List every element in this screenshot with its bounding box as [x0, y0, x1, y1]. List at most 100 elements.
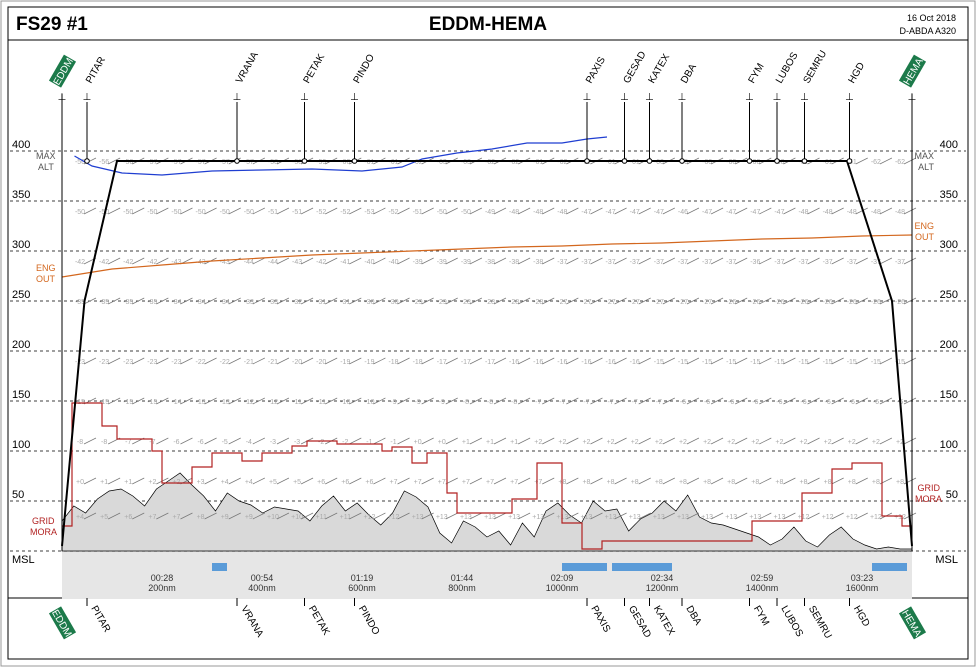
wind-barb [325, 207, 338, 215]
waypoint-dot [234, 158, 240, 164]
wind-barb [566, 397, 579, 405]
temperature-value: -30 [364, 299, 374, 306]
wind-barb [397, 397, 410, 405]
wind-barb [542, 357, 555, 365]
wind-barb [735, 357, 748, 365]
temperature-value: -26 [823, 299, 833, 306]
temperature-value: -47 [606, 209, 616, 216]
wind-barb [204, 437, 217, 445]
wind-barb [132, 512, 145, 520]
waypoint-glyph: ⊥ [83, 92, 92, 103]
temperature-value: +2 [896, 439, 904, 446]
dist-tick: 1200nm [646, 583, 679, 593]
temperature-value: -37 [581, 259, 591, 266]
temperature-value: -34 [196, 299, 206, 306]
temperature-value: -17 [437, 359, 447, 366]
wind-barb [204, 397, 217, 405]
temperature-value: +13 [484, 514, 496, 521]
wind-barb [903, 357, 917, 365]
wind-barb [469, 477, 483, 485]
temperature-value: -60 [726, 159, 736, 166]
temperature-value: -62 [485, 159, 495, 166]
temperature-value: -17 [461, 359, 471, 366]
temperature-value: -57 [244, 159, 254, 166]
temperature-value: -12 [268, 399, 278, 406]
temperature-value: +13 [701, 514, 713, 521]
wind-barb [325, 512, 338, 520]
temperature-value: -27 [606, 299, 616, 306]
waypoint-glyph: ⊥ [350, 92, 359, 103]
temperature-value: +13 [605, 514, 617, 521]
wind-barb [445, 257, 458, 265]
wind-barb [204, 477, 217, 485]
wind-barb [879, 357, 893, 365]
endpoint-badge [48, 606, 77, 640]
temperature-value: -49 [485, 209, 495, 216]
wind-barb [469, 297, 483, 305]
wind-barb [373, 207, 386, 215]
temperature-value: +8 [582, 479, 590, 486]
waypoint-dot [84, 158, 90, 164]
fl-tick-left: 200 [12, 339, 30, 351]
waypoint-dot [646, 158, 653, 164]
waypoint-dot [621, 158, 628, 164]
wind-barb [421, 297, 434, 305]
temperature-value: -37 [798, 259, 808, 266]
temperature-value: +0 [438, 439, 446, 446]
wind-barb [228, 207, 241, 215]
wind-barb [132, 397, 145, 405]
wind-barb [180, 357, 193, 365]
wind-barb [855, 207, 868, 215]
wind-barb [735, 207, 748, 215]
wind-barb [252, 357, 265, 365]
wind-barb [421, 397, 434, 405]
wind-barb [759, 397, 772, 405]
waypoint-dot [801, 158, 808, 164]
temperature-value: -42 [316, 259, 326, 266]
sea-segment [562, 563, 607, 571]
temperature-value: +7 [148, 514, 156, 521]
temperature-value: +2 [872, 439, 880, 446]
wind-barb [252, 437, 265, 445]
temperature-value: -37 [702, 259, 712, 266]
wind-barb [710, 257, 724, 265]
temperature-value: -26 [726, 299, 736, 306]
temperature-value: -2 [318, 439, 324, 446]
temperature-value: -38 [509, 259, 519, 266]
temperature-value: +2 [751, 439, 759, 446]
temperature-value: +12 [363, 514, 375, 521]
temperature-value: -42 [147, 259, 157, 266]
wind-barb [517, 257, 531, 265]
wind-barb [397, 357, 410, 365]
aircraft-reg: D-ABDA A320 [899, 26, 956, 36]
temperature-value: -8 [487, 399, 493, 406]
temperature-value: -61 [606, 159, 616, 166]
temperature-value: -23 [99, 359, 109, 366]
temperature-value: -8 [101, 439, 107, 446]
wind-barb [710, 207, 724, 215]
time-tick: 00:28 [151, 573, 174, 583]
flight-profile-line [61, 160, 913, 547]
wind-barb [710, 297, 724, 305]
temperature-value: +1 [124, 479, 132, 486]
axis-labels: 400 400 350 350 300 300 250 250 200 200 150 150 100 1… [12, 139, 958, 593]
temperature-value: -33 [268, 299, 278, 306]
wind-barb [807, 357, 820, 365]
temperature-value: +1 [462, 439, 470, 446]
temperature-value: -3 [270, 439, 276, 446]
wind-barb [710, 397, 724, 405]
wind-barb [397, 437, 410, 445]
wind-barb [445, 207, 458, 215]
wind-barb [300, 257, 314, 265]
dist-tick: 1000nm [546, 583, 579, 593]
temperature-value: +6 [124, 514, 132, 521]
wind-barb [735, 257, 748, 265]
wind-barb [397, 477, 410, 485]
temperature-value: +8 [703, 479, 711, 486]
temperature-value: -6 [173, 439, 179, 446]
temperature-value: -15 [99, 399, 109, 406]
temperature-value: -42 [99, 259, 109, 266]
wind-barb [686, 512, 700, 520]
temperature-value: +13 [436, 514, 448, 521]
